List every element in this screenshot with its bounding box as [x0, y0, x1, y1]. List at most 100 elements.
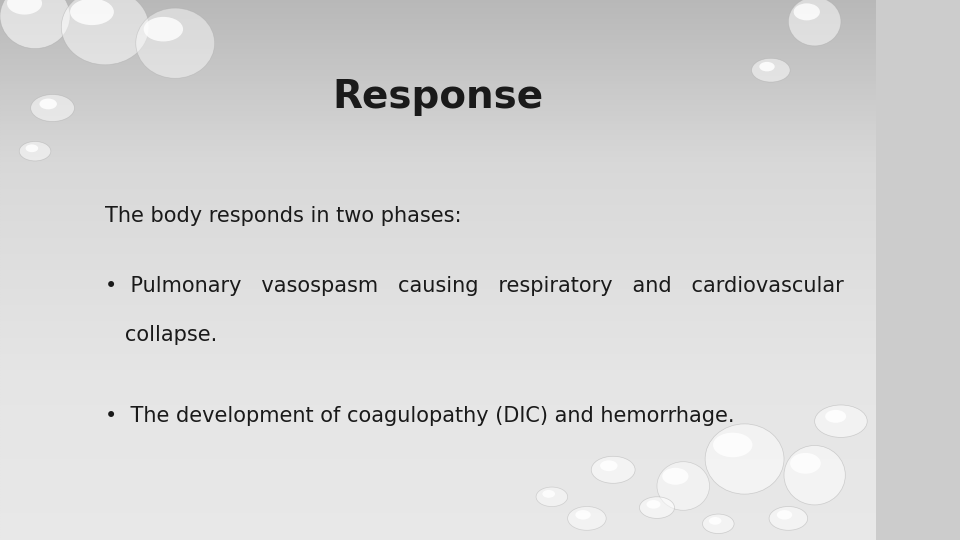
Circle shape	[567, 507, 606, 530]
Bar	[0, 362, 876, 364]
Bar	[0, 302, 876, 305]
Bar	[0, 470, 876, 472]
Bar	[0, 235, 876, 238]
Ellipse shape	[7, 0, 42, 15]
Bar	[0, 211, 876, 213]
Bar	[0, 146, 876, 148]
Bar	[0, 448, 876, 451]
Bar	[0, 524, 876, 526]
Bar	[0, 184, 876, 186]
Bar	[0, 135, 876, 138]
Bar	[0, 364, 876, 367]
Bar	[0, 273, 876, 275]
Bar	[0, 408, 876, 410]
Ellipse shape	[135, 8, 215, 78]
Bar	[0, 472, 876, 475]
Bar	[0, 124, 876, 127]
Bar	[0, 437, 876, 440]
Bar	[0, 170, 876, 173]
Bar	[0, 343, 876, 346]
Bar	[0, 192, 876, 194]
Bar	[0, 65, 876, 68]
Bar	[0, 194, 876, 197]
Bar	[0, 405, 876, 408]
Bar	[0, 467, 876, 470]
Bar	[0, 122, 876, 124]
Bar	[0, 116, 876, 119]
Bar	[0, 400, 876, 402]
Bar	[0, 418, 876, 421]
Bar	[0, 491, 876, 494]
Bar	[0, 513, 876, 516]
Circle shape	[708, 517, 722, 525]
Bar	[0, 16, 876, 19]
Bar	[0, 127, 876, 130]
Bar	[0, 281, 876, 284]
Circle shape	[39, 98, 57, 109]
Bar	[0, 113, 876, 116]
Bar	[0, 11, 876, 14]
Circle shape	[19, 141, 51, 161]
Ellipse shape	[784, 446, 846, 505]
Bar	[0, 143, 876, 146]
Bar	[0, 429, 876, 432]
Bar	[0, 84, 876, 86]
Bar	[0, 340, 876, 343]
Bar	[0, 462, 876, 464]
Bar	[0, 57, 876, 59]
Text: collapse.: collapse.	[105, 325, 217, 345]
Bar	[0, 394, 876, 397]
Bar	[0, 416, 876, 418]
Bar	[0, 286, 876, 289]
Bar	[0, 329, 876, 332]
Bar	[0, 254, 876, 256]
Text: The body responds in two phases:: The body responds in two phases:	[105, 206, 462, 226]
Ellipse shape	[662, 468, 688, 485]
Circle shape	[646, 500, 660, 509]
Bar	[0, 402, 876, 405]
Bar	[0, 43, 876, 46]
Bar	[0, 49, 876, 51]
Bar	[0, 494, 876, 497]
Bar	[0, 92, 876, 94]
Text: •  Pulmonary   vasospasm   causing   respiratory   and   cardiovascular: • Pulmonary vasospasm causing respirator…	[105, 276, 844, 296]
Circle shape	[759, 62, 775, 71]
Bar	[0, 397, 876, 400]
Bar	[0, 8, 876, 11]
Bar	[0, 176, 876, 178]
Bar	[0, 378, 876, 381]
Bar	[0, 197, 876, 200]
Bar	[0, 3, 876, 5]
Bar	[0, 532, 876, 535]
Bar	[0, 284, 876, 286]
Bar	[0, 375, 876, 378]
Bar	[0, 319, 876, 321]
Bar	[0, 475, 876, 478]
Bar	[0, 59, 876, 62]
Ellipse shape	[788, 0, 841, 46]
Bar	[0, 373, 876, 375]
Bar	[0, 132, 876, 135]
Bar	[0, 497, 876, 500]
Bar	[0, 46, 876, 49]
Bar	[0, 481, 876, 483]
Bar	[0, 289, 876, 292]
Circle shape	[777, 510, 792, 519]
Bar	[0, 38, 876, 40]
Bar	[0, 267, 876, 270]
Bar	[0, 162, 876, 165]
Bar	[0, 324, 876, 327]
Bar	[0, 167, 876, 170]
Bar	[0, 294, 876, 297]
Bar	[0, 186, 876, 189]
Bar	[0, 30, 876, 32]
Circle shape	[815, 405, 867, 437]
Bar	[0, 421, 876, 424]
Bar	[0, 151, 876, 154]
Bar	[0, 292, 876, 294]
Bar	[0, 140, 876, 143]
Bar	[0, 97, 876, 100]
Bar	[0, 208, 876, 211]
Bar	[0, 413, 876, 416]
Bar	[0, 54, 876, 57]
